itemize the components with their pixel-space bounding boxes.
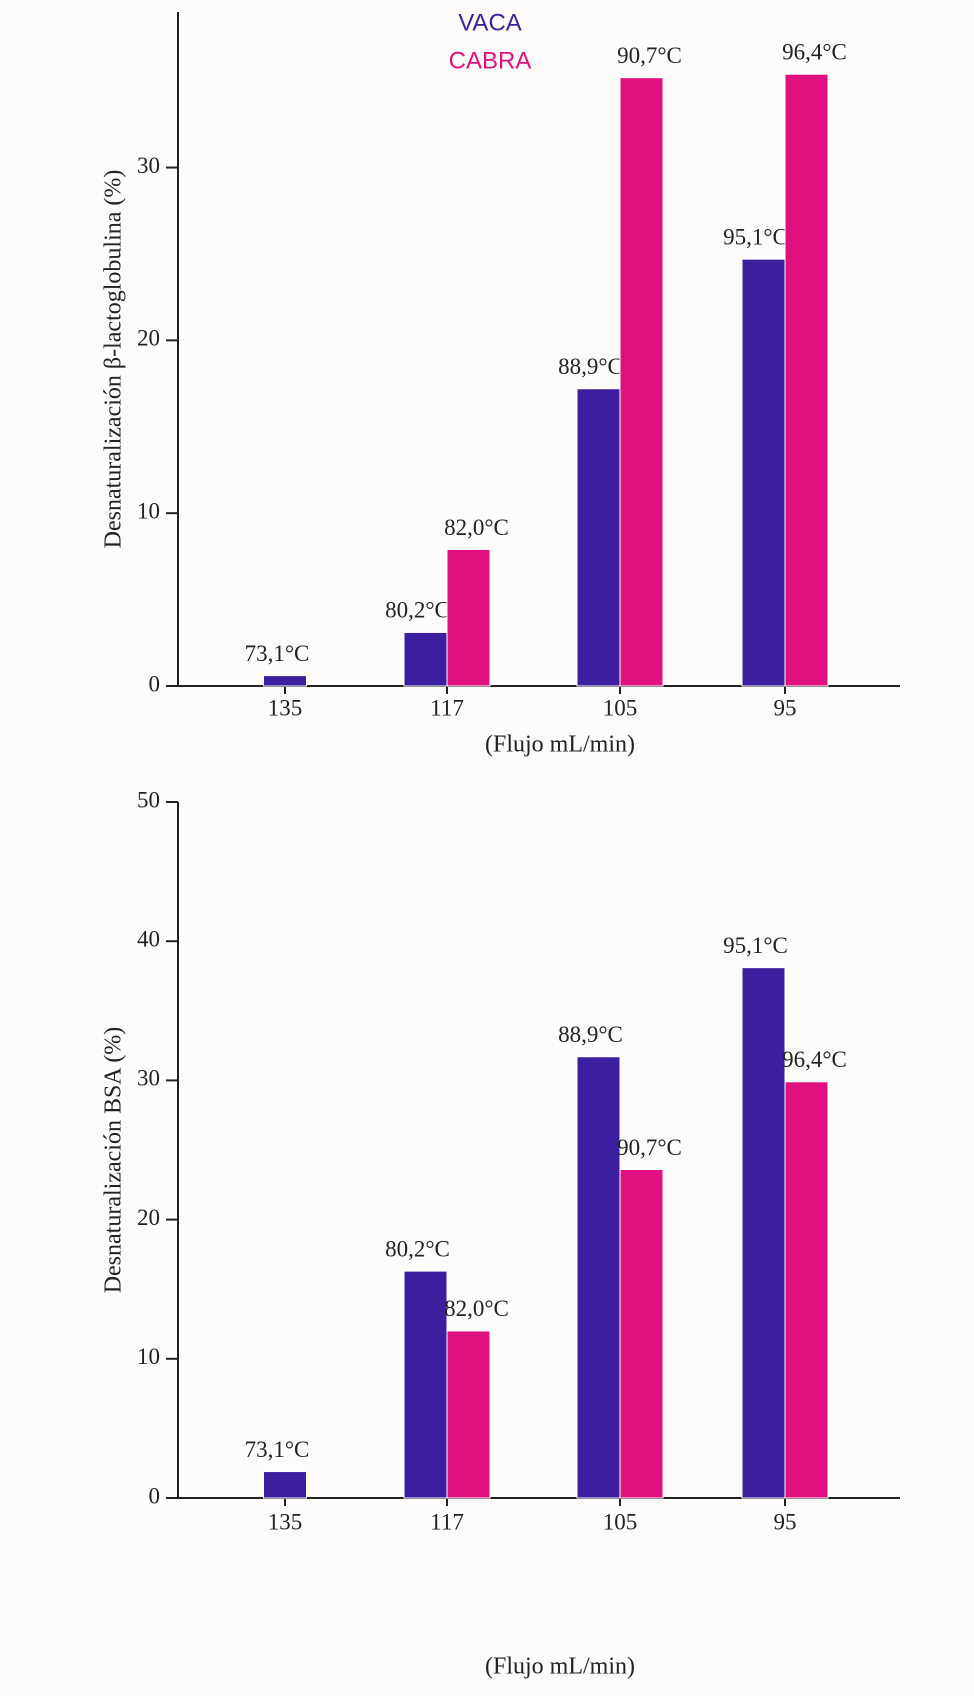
x-tick-label: 117	[430, 1509, 464, 1534]
bar	[741, 258, 786, 687]
bar-label: 88,9°C	[558, 354, 623, 379]
bar	[446, 1330, 491, 1499]
y-tick-label: 40	[137, 926, 160, 951]
x-tick-label: 135	[268, 695, 303, 720]
bar-label: 82,0°C	[444, 1296, 509, 1321]
bar	[576, 388, 621, 687]
bar-label: 82,0°C	[444, 515, 509, 540]
y-tick-label: 20	[137, 1205, 160, 1230]
x-tick-label: 105	[603, 1509, 638, 1534]
bar	[263, 1471, 307, 1499]
bar	[619, 1168, 664, 1499]
bar-label: 96,4°C	[782, 39, 847, 64]
y-axis-label: Desnaturalización BSA (%)	[101, 1027, 127, 1294]
x-tick-label: 95	[774, 695, 797, 720]
bar-label: 90,7°C	[617, 1135, 682, 1160]
y-tick-label: 30	[137, 153, 160, 178]
bar-label: 88,9°C	[558, 1022, 623, 1047]
y-tick-label: 0	[149, 1483, 161, 1508]
bar	[446, 548, 491, 687]
x-tick-label: 105	[603, 695, 638, 720]
y-axis-label: Desnaturalización β-lactoglobulina (%)	[101, 170, 127, 549]
bar-label: 80,2°C	[385, 1236, 450, 1261]
bar	[619, 77, 664, 687]
x-tick-label: 135	[268, 1509, 303, 1534]
bar-label: 95,1°C	[723, 933, 788, 958]
x-tick-label: 117	[430, 695, 464, 720]
x-axis-label: (Flujo mL/min)	[485, 1654, 635, 1680]
x-tick-label: 95	[774, 1509, 797, 1534]
bar-label: 90,7°C	[617, 43, 682, 68]
bar-label: 73,1°C	[245, 1437, 310, 1462]
bar	[403, 631, 448, 687]
y-tick-label: 10	[137, 498, 160, 523]
y-tick-label: 20	[137, 326, 160, 351]
bar-label: 73,1°C	[245, 641, 310, 666]
legend-entry: VACA	[458, 9, 522, 36]
bar	[784, 73, 829, 687]
legend-entry: CABRA	[449, 47, 532, 74]
bar	[403, 1270, 448, 1499]
y-tick-label: 10	[137, 1344, 160, 1369]
y-tick-label: 30	[137, 1066, 160, 1091]
x-axis-label: (Flujo mL/min)	[485, 732, 635, 758]
y-tick-label: 0	[149, 671, 161, 696]
bar	[784, 1081, 829, 1499]
y-tick-label: 50	[137, 787, 160, 812]
bar-label: 80,2°C	[385, 598, 450, 623]
bar	[576, 1056, 621, 1499]
bar	[263, 675, 307, 687]
bar	[741, 967, 786, 1499]
bar-label: 96,4°C	[782, 1047, 847, 1072]
bar-label: 95,1°C	[723, 224, 788, 249]
